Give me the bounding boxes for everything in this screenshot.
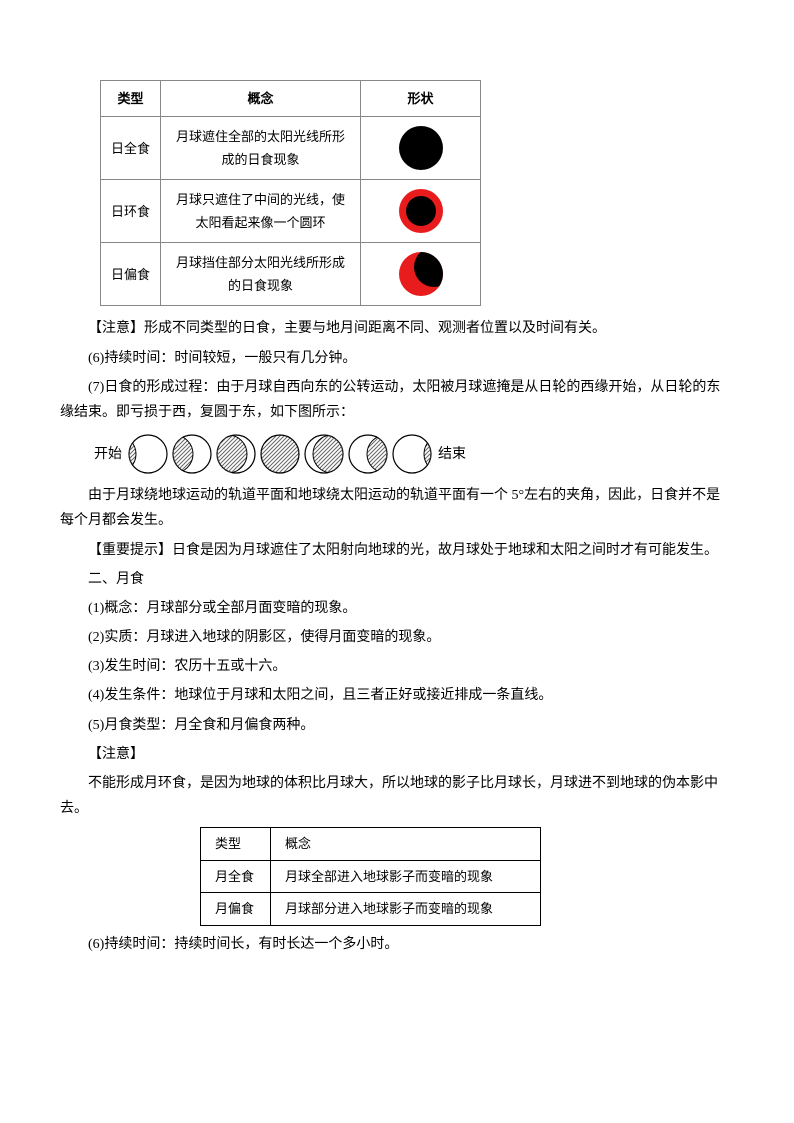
section2-title: 二、月食	[60, 567, 734, 592]
note-paragraph: 【注意】形成不同类型的日食，主要与地月间距离不同、观测者位置以及时间有关。	[60, 316, 734, 341]
table2-header-type: 类型	[201, 828, 271, 860]
eclipse-type-table: 类型 概念 形状 日全食 月球遮住全部的太阳光线所形成的日食现象 日环食 月球只…	[100, 80, 481, 306]
phase-icon	[303, 433, 345, 475]
cell-shape-total	[361, 117, 481, 180]
cell-concept: 月球遮住全部的太阳光线所形成的日食现象	[161, 117, 361, 180]
sec2-item-6: (6)持续时间：持续时间长，有时长达一个多小时。	[60, 932, 734, 957]
phase-icon	[259, 433, 301, 475]
orbit-paragraph: 由于月球绕地球运动的轨道平面和地球绕太阳运动的轨道平面有一个 5°左右的夹角，因…	[60, 483, 734, 533]
cell: 月全食	[201, 860, 271, 892]
sec2-item: (5)月食类型：月全食和月偏食两种。	[60, 713, 734, 738]
sec2-note: 【注意】	[60, 742, 734, 767]
phase-start-label: 开始	[94, 442, 122, 467]
cell-concept: 月球只遮住了中间的光线，使太阳看起来像一个圆环	[161, 180, 361, 243]
paragraph-6: (6)持续时间：时间较短，一般只有几分钟。	[60, 346, 734, 371]
sec2-item: (3)发生时间：农历十五或十六。	[60, 654, 734, 679]
annular-eclipse-icon	[396, 186, 446, 236]
phase-icon	[391, 433, 433, 475]
cell-shape-annular	[361, 180, 481, 243]
phase-icon	[347, 433, 389, 475]
cell-type: 日偏食	[101, 243, 161, 306]
sec2-item: (1)概念：月球部分或全部月面变暗的现象。	[60, 596, 734, 621]
table-row: 月全食 月球全部进入地球影子而变暗的现象	[201, 860, 541, 892]
cell-type: 日全食	[101, 117, 161, 180]
table-row: 日全食 月球遮住全部的太阳光线所形成的日食现象	[101, 117, 481, 180]
phase-icon	[171, 433, 213, 475]
table1-header-type: 类型	[101, 81, 161, 117]
cell-concept: 月球挡住部分太阳光线所形成的日食现象	[161, 243, 361, 306]
cell: 月偏食	[201, 893, 271, 925]
cell: 月球部分进入地球影子而变暗的现象	[271, 893, 541, 925]
table1-header-shape: 形状	[361, 81, 481, 117]
cell-type: 日环食	[101, 180, 161, 243]
lunar-eclipse-table: 类型 概念 月全食 月球全部进入地球影子而变暗的现象 月偏食 月球部分进入地球影…	[200, 827, 541, 925]
phase-end-label: 结束	[438, 442, 466, 467]
phase-icon	[215, 433, 257, 475]
sec2-item: (4)发生条件：地球位于月球和太阳之间，且三者正好或接近排成一条直线。	[60, 683, 734, 708]
total-eclipse-icon	[396, 123, 446, 173]
cell: 月球全部进入地球影子而变暗的现象	[271, 860, 541, 892]
table-row: 日环食 月球只遮住了中间的光线，使太阳看起来像一个圆环	[101, 180, 481, 243]
phase-icon	[127, 433, 169, 475]
table2-header-concept: 概念	[271, 828, 541, 860]
paragraph-7: (7)日食的形成过程：由于月球自西向东的公转运动，太阳被月球遮掩是从日轮的西缘开…	[60, 375, 734, 425]
sec2-item: (2)实质：月球进入地球的阴影区，使得月面变暗的现象。	[60, 625, 734, 650]
sec2-note-body: 不能形成月环食，是因为地球的体积比月球大，所以地球的影子比月球长，月球进不到地球…	[60, 771, 734, 821]
table1-header-concept: 概念	[161, 81, 361, 117]
partial-eclipse-icon	[396, 249, 446, 299]
table-row: 月偏食 月球部分进入地球影子而变暗的现象	[201, 893, 541, 925]
cell-shape-partial	[361, 243, 481, 306]
table-row: 日偏食 月球挡住部分太阳光线所形成的日食现象	[101, 243, 481, 306]
eclipse-phase-diagram: 开始 结束	[90, 433, 734, 475]
important-paragraph: 【重要提示】日食是因为月球遮住了太阳射向地球的光，故月球处于地球和太阳之间时才有…	[60, 538, 734, 563]
